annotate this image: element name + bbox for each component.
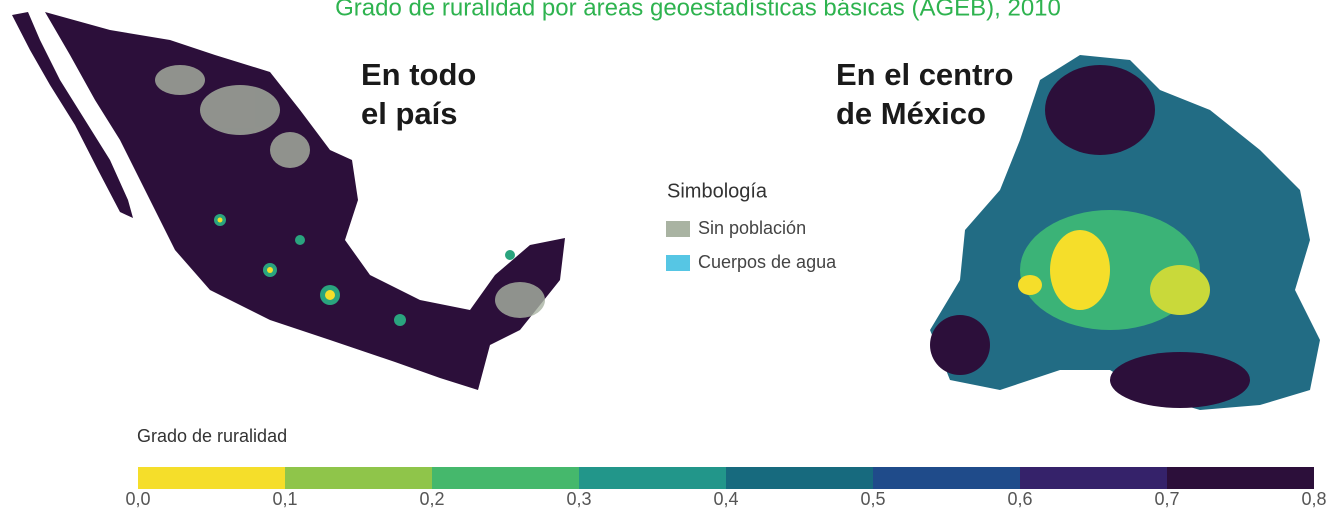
symbology: Sin población Cuerpos de agua xyxy=(666,218,837,272)
page: Grado de ruralidad por áreas geoestadíst… xyxy=(0,0,1327,513)
symbol-label: Sin población xyxy=(698,218,806,238)
scale-tick-label: 0,4 xyxy=(713,489,738,509)
symbol-label: Cuerpos de agua xyxy=(698,252,837,272)
symbol-swatch xyxy=(666,255,690,271)
scale-tick-label: 0,7 xyxy=(1154,489,1179,509)
symbol-swatch xyxy=(666,221,690,237)
map-label: En todo xyxy=(361,57,476,92)
scale-segment xyxy=(432,467,579,489)
scale-segment xyxy=(285,467,432,489)
map-label: de México xyxy=(836,96,986,131)
scale-tick-label: 0,6 xyxy=(1007,489,1032,509)
symbology-title: Simbología xyxy=(667,180,768,202)
scale-segment xyxy=(579,467,726,489)
scale-segment xyxy=(873,467,1020,489)
scale-tick-label: 0,0 xyxy=(125,489,150,509)
scale-tick-label: 0,1 xyxy=(272,489,297,509)
scale-tick-label: 0,8 xyxy=(1301,489,1326,509)
scale-segment xyxy=(726,467,873,489)
scale-segment xyxy=(138,467,285,489)
scale-segment xyxy=(1020,467,1167,489)
scale-tick-label: 0,5 xyxy=(860,489,885,509)
title: Grado de ruralidad por áreas geoestadíst… xyxy=(335,0,1061,21)
map-label: el país xyxy=(361,96,458,131)
color-scale: 0,0 0,1 0,2 0,3 0,4 0,5 0,6 0,7 0,8 xyxy=(125,467,1326,509)
scale-segment xyxy=(1167,467,1314,489)
map-centro xyxy=(930,55,1320,410)
scale-title: Grado de ruralidad xyxy=(137,426,287,446)
map-label: En el centro xyxy=(836,57,1013,92)
scale-tick-label: 0,2 xyxy=(419,489,444,509)
map-mexico xyxy=(12,12,565,390)
scale-tick-label: 0,3 xyxy=(566,489,591,509)
